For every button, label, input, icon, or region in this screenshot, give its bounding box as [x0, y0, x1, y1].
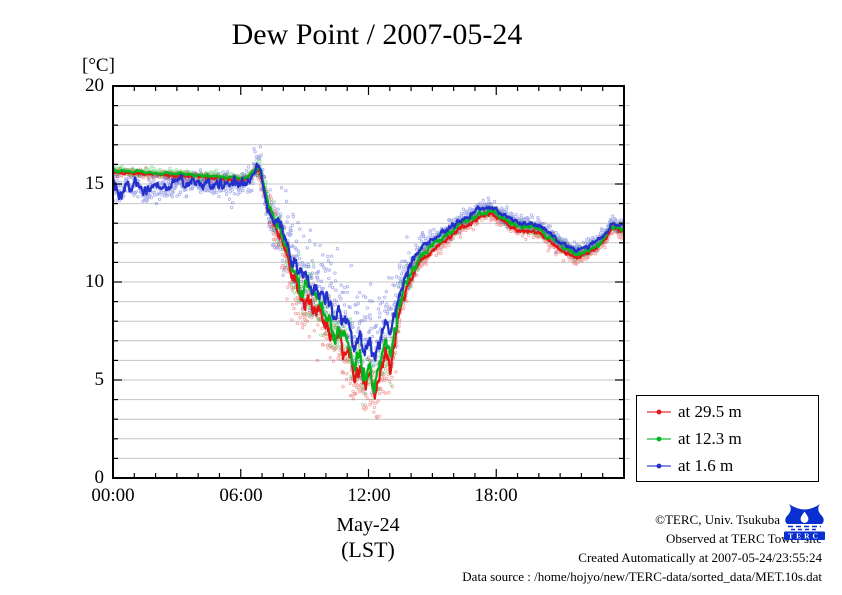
- y-axis-unit-label: [°C]: [82, 55, 115, 76]
- x-tick-label-1800: 18:00: [474, 485, 518, 506]
- terc-logo-text: TERC: [788, 532, 821, 541]
- legend-entry-label: at 1.6 m: [678, 455, 734, 475]
- scatter-at-29-5-m: [114, 166, 623, 420]
- footer-created: Created Automatically at 2007-05-24/23:5…: [578, 550, 822, 565]
- terc-logo-icon: TERC: [784, 504, 825, 540]
- x-tick-label-0000: 00:00: [91, 485, 135, 506]
- y-tick-label-15: 15: [85, 173, 104, 194]
- x-tick-label-1200: 12:00: [347, 485, 391, 506]
- plot-border: [112, 85, 625, 479]
- y-tick-label-10: 10: [85, 271, 104, 292]
- line-at-12-3-m: [114, 166, 623, 394]
- data-layer: [114, 145, 623, 420]
- legend-entry-label: at 29.5 m: [678, 401, 742, 421]
- line-at-1-6-m: [114, 162, 623, 362]
- chart-title: Dew Point / 2007-05-24: [231, 18, 523, 51]
- legend-entry-29-5m: at 29.5 m: [637, 402, 818, 422]
- grid-lines: [114, 105, 630, 459]
- legend-marker-blue-icon: [647, 463, 671, 468]
- y-tick-label-0: 0: [94, 467, 105, 488]
- axis-ticks: [114, 87, 623, 477]
- x-axis-lst-label: (LST): [341, 537, 395, 562]
- legend-box: at 29.5 m at 12.3 m at 1.6 m: [636, 395, 819, 482]
- legend-marker-green-icon: [647, 436, 671, 441]
- legend-entry-label: at 12.3 m: [678, 428, 742, 448]
- x-axis-date-label: May-24: [336, 514, 400, 536]
- x-tick-label-0600: 06:00: [219, 485, 263, 506]
- footer-copyright: ©TERC, Univ. Tsukuba: [655, 512, 780, 527]
- y-tick-label-5: 5: [94, 369, 105, 390]
- footer-datasource: Data source : /home/hojyo/new/TERC-data/…: [462, 569, 822, 584]
- y-tick-label-20: 20: [85, 75, 104, 96]
- legend-entry-1-6m: at 1.6 m: [637, 456, 818, 476]
- legend-entry-12-3m: at 12.3 m: [637, 429, 818, 449]
- legend-marker-red-icon: [647, 409, 671, 414]
